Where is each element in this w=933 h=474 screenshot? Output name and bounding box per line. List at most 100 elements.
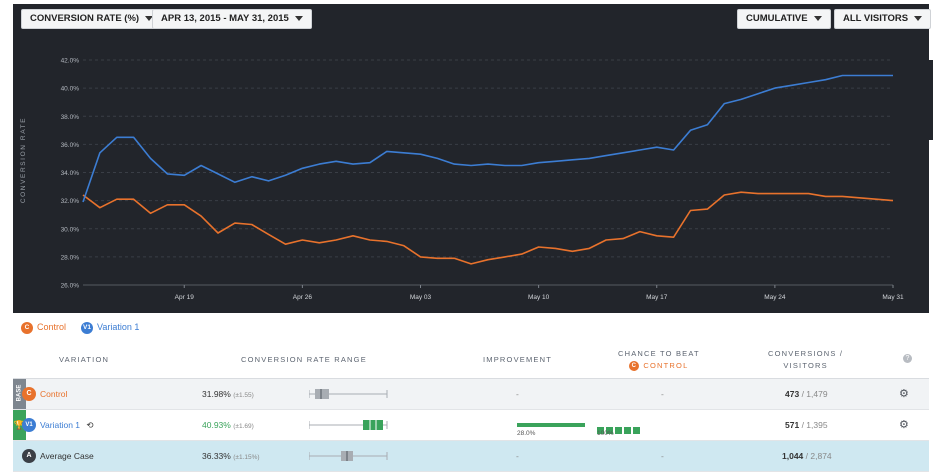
y-tick-label: 36.0% bbox=[61, 142, 80, 149]
segment-dropdown-label: ALL VISITORS bbox=[843, 13, 909, 24]
gear-icon[interactable]: ⚙ bbox=[899, 388, 909, 400]
rate-value: 31.98% bbox=[202, 389, 231, 399]
variation-name-variation-1[interactable]: Variation 1 ⟲ bbox=[40, 419, 94, 431]
conversions-value: 571 bbox=[785, 420, 800, 430]
rate-average: 36.33% (±1.15%) bbox=[202, 450, 260, 464]
variation-name-control[interactable]: Control bbox=[40, 389, 68, 399]
average-badge: A bbox=[22, 449, 36, 463]
chance-square bbox=[606, 427, 613, 434]
conversions-average: 1,044 / 2,874 bbox=[782, 450, 832, 462]
segment-dropdown[interactable]: ALL VISITORS bbox=[834, 9, 932, 29]
scrollbar-track bbox=[929, 60, 933, 140]
chance-indicator bbox=[597, 421, 642, 434]
x-tick-label: May 03 bbox=[410, 294, 432, 301]
column-header-chance: CHANCE TO BEAT C CONTROL bbox=[618, 349, 700, 372]
series-line-control bbox=[82, 191, 894, 265]
x-tick-label: Apr 26 bbox=[293, 294, 313, 301]
rate-error: (±1.69) bbox=[233, 423, 254, 430]
visitors-value: / 2,874 bbox=[805, 451, 832, 461]
chance-square bbox=[615, 427, 622, 434]
y-tick-label: 28.0% bbox=[61, 254, 80, 261]
line-chart-svg: 26.0% 28.0% 30.0% 32.0% 34.0% 36.0% 38.0% 40.0%… bbox=[20, 58, 904, 302]
y-tick-label: 40.0% bbox=[61, 86, 80, 93]
base-tag: BASE bbox=[13, 379, 26, 409]
metric-dropdown[interactable]: CONVERSION RATE (%) bbox=[21, 9, 163, 29]
trophy-icon: 🏆 bbox=[13, 410, 26, 440]
rate-error: (±1.55) bbox=[233, 392, 254, 399]
control-badge: C bbox=[22, 387, 36, 401]
conversions-value: 1,044 bbox=[782, 451, 804, 461]
control-badge: C bbox=[21, 321, 33, 334]
x-tick-label: May 10 bbox=[528, 294, 550, 301]
x-tick-label: May 17 bbox=[646, 294, 668, 301]
column-header-improvement: IMPROVEMENT bbox=[483, 355, 553, 364]
visitors-value: / 1,395 bbox=[801, 420, 828, 430]
table-row-control: BASE C Control 31.98% (±1.55) - - 473 / … bbox=[13, 379, 929, 410]
conversions-value: 473 bbox=[785, 389, 800, 399]
improvement-average: - bbox=[516, 451, 519, 461]
variation-name-label: Variation 1 bbox=[40, 420, 81, 430]
rate-value: 40.93% bbox=[202, 420, 231, 430]
y-axis-label: CONVERSION RATE bbox=[20, 117, 27, 203]
conversions-control: 473 / 1,479 bbox=[785, 388, 828, 400]
chart-toolbar: CONVERSION RATE (%) APR 13, 2015 - MAY 3… bbox=[13, 4, 932, 34]
date-range-dropdown[interactable]: APR 13, 2015 - MAY 31, 2015 bbox=[152, 9, 312, 29]
x-tick-label: May 24 bbox=[764, 294, 786, 301]
column-header-variation: VARIATION bbox=[59, 355, 110, 364]
column-header-conversions: CONVERSIONS / VISITORS bbox=[768, 349, 843, 370]
chevron-down-icon bbox=[914, 15, 923, 21]
chance-average: - bbox=[661, 451, 664, 461]
chance-header-line1: CHANCE TO BEAT bbox=[618, 349, 700, 358]
rate-variation-1: 40.93% (±1.69) bbox=[202, 419, 254, 433]
cumulative-dropdown[interactable]: CUMULATIVE bbox=[737, 9, 831, 29]
rate-value: 36.33% bbox=[202, 451, 231, 461]
variation-1-badge: V1 bbox=[22, 418, 36, 432]
improvement-bar bbox=[517, 423, 585, 427]
chance-control: - bbox=[661, 389, 664, 399]
conversions-variation-1: 571 / 1,395 bbox=[785, 419, 828, 431]
y-tick-label: 34.0% bbox=[61, 170, 80, 177]
x-tick-label: Apr 19 bbox=[175, 294, 195, 301]
cumulative-dropdown-label: CUMULATIVE bbox=[746, 13, 808, 24]
table-row-average-case: A Average Case 36.33% (±1.15%) - - 1,044… bbox=[13, 441, 929, 472]
legend-item-variation-1[interactable]: V1 Variation 1 bbox=[81, 321, 140, 334]
y-tick-label: 38.0% bbox=[61, 114, 80, 121]
preview-icon[interactable]: ⟲ bbox=[86, 420, 94, 430]
date-range-dropdown-label: APR 13, 2015 - MAY 31, 2015 bbox=[161, 13, 289, 24]
y-tick-label: 30.0% bbox=[61, 226, 80, 233]
rate-error: (±1.15%) bbox=[233, 454, 260, 461]
y-tick-label: 42.0% bbox=[61, 58, 80, 65]
range-boxplot-average bbox=[309, 451, 388, 461]
conversions-header-line2: VISITORS bbox=[783, 361, 828, 370]
chevron-down-icon bbox=[294, 15, 303, 21]
variation-name-average: Average Case bbox=[40, 451, 94, 461]
conversion-rate-chart: 26.0% 28.0% 30.0% 32.0% 34.0% 36.0% 38.0% 40.0%… bbox=[13, 34, 929, 313]
series-line-variation-1 bbox=[82, 74, 893, 203]
results-table-header: VARIATION CONVERSION RATE RANGE IMPROVEM… bbox=[13, 340, 929, 379]
legend-label-control: Control bbox=[37, 322, 67, 332]
x-tick-label: May 31 bbox=[882, 294, 904, 301]
chance-header-line2: C CONTROL bbox=[618, 361, 700, 372]
chance-square bbox=[597, 427, 604, 434]
y-tick-label: 26.0% bbox=[61, 283, 80, 290]
improvement-control: - bbox=[516, 389, 519, 399]
visitors-value: / 1,479 bbox=[801, 389, 828, 399]
chevron-down-icon bbox=[813, 15, 822, 21]
column-header-range: CONVERSION RATE RANGE bbox=[241, 355, 367, 364]
y-tick-label: 32.0% bbox=[61, 198, 80, 205]
chevron-down-icon bbox=[145, 15, 154, 21]
range-boxplot-control bbox=[309, 389, 388, 399]
conversions-header-line1: CONVERSIONS / bbox=[768, 349, 844, 358]
legend-item-control[interactable]: C Control bbox=[21, 321, 67, 334]
table-row-variation-1: 🏆 V1 Variation 1 ⟲ 40.93% (±1.69) 28.0% … bbox=[13, 410, 929, 441]
legend-label-variation-1: Variation 1 bbox=[97, 322, 140, 332]
chart-legend: C Control V1 Variation 1 bbox=[13, 314, 929, 341]
rate-control: 31.98% (±1.55) bbox=[202, 388, 254, 402]
chance-header-control: CONTROL bbox=[643, 361, 689, 370]
help-icon[interactable]: ? bbox=[903, 354, 912, 363]
range-boxplot-variation-1 bbox=[309, 420, 388, 430]
control-badge: C bbox=[629, 361, 640, 372]
chance-square bbox=[633, 427, 640, 434]
gear-icon[interactable]: ⚙ bbox=[899, 419, 909, 431]
chance-label: 100% bbox=[597, 430, 614, 437]
